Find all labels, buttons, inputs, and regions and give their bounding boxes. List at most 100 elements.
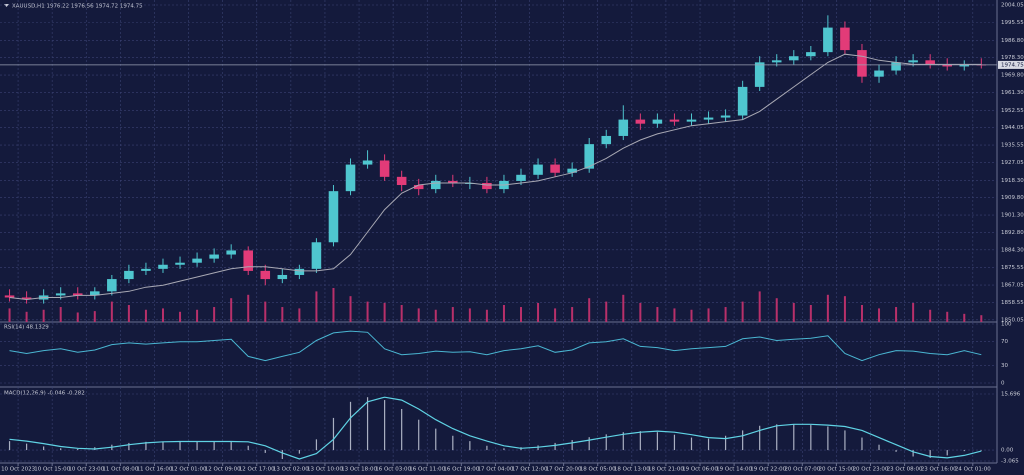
macd-histogram-bar	[912, 450, 914, 457]
candle-body	[277, 274, 288, 280]
candle-body	[601, 135, 612, 145]
macd-histogram-bar	[707, 438, 710, 451]
y-tick-label: 1944.05	[1001, 125, 1024, 131]
volume-bar	[400, 305, 403, 322]
y-tick-label: 1884.30	[1001, 247, 1024, 253]
candle-body	[703, 117, 714, 120]
volume-bar	[537, 302, 540, 322]
candle-body	[840, 27, 850, 51]
macd-histogram-bar	[264, 450, 266, 453]
y-tick-label: 1986.80	[1001, 38, 1024, 44]
x-tick-label: 18 Oct 21:00	[648, 467, 684, 473]
x-tick-label: 19 Oct 14:00	[716, 467, 752, 473]
x-tick-label: 23 Oct 08:00	[887, 467, 923, 473]
x-tick-label: 19 Oct 22:00	[750, 467, 786, 473]
macd-histogram-bar	[656, 432, 658, 451]
volume-bar	[963, 313, 966, 322]
macd-histogram-bar	[469, 441, 471, 451]
volume-bar	[179, 311, 182, 322]
macd-histogram-bar	[452, 435, 454, 451]
candle-body	[482, 182, 492, 190]
x-tick-label: 11 Oct 08:00	[102, 467, 138, 473]
macd-title: MACD(12,26,9) -0.046 -0.282	[4, 391, 85, 397]
volume-bar	[502, 305, 505, 322]
macd-histogram-bar	[435, 428, 437, 451]
macd-histogram-bar	[43, 446, 45, 451]
candle-body	[124, 270, 134, 280]
volume-bar	[980, 315, 983, 322]
macd-histogram-bar	[247, 445, 249, 451]
candle-body	[448, 180, 458, 183]
x-tick-label: 24 Oct 01:00	[955, 467, 991, 473]
volume-bar	[8, 308, 11, 322]
volume-bar	[366, 301, 369, 322]
candle-body	[754, 62, 765, 87]
candle-body	[652, 119, 663, 124]
y-tick-label: 1952.55	[1001, 108, 1024, 114]
candle-body	[584, 144, 594, 169]
volume-bar	[690, 309, 693, 322]
macd-histogram-bar	[145, 441, 147, 451]
rsi-line	[9, 330, 982, 362]
volume-bar	[895, 307, 898, 322]
candle-body	[771, 60, 782, 63]
candle-body	[226, 250, 236, 255]
macd-histogram-bar	[281, 450, 283, 459]
macd-histogram-bar	[963, 450, 965, 452]
macd-histogram-bar	[179, 441, 181, 451]
x-tick-label: 10 Oct 15:00	[34, 467, 70, 473]
macd-histogram-bar	[332, 417, 335, 451]
y-tick-label: 1969.80	[1001, 73, 1024, 79]
current-price-box	[998, 60, 1024, 69]
x-tick-label: 13 Oct 18:00	[341, 467, 377, 473]
volume-bar	[656, 307, 659, 322]
moving-average	[9, 53, 982, 301]
candle-body	[823, 27, 833, 53]
macd-histogram-bar	[349, 401, 352, 451]
macd-histogram-bar	[759, 425, 761, 451]
x-tick-label: 17 Oct 04:00	[478, 467, 514, 473]
rsi-title: RSI(14) 48.1329	[4, 325, 49, 331]
volume-bar	[724, 307, 727, 322]
volume-bar	[588, 298, 591, 322]
macd-histogram-bar	[60, 448, 62, 451]
macd-histogram-bar	[384, 400, 386, 451]
candle-body	[260, 270, 271, 280]
volume-bar	[792, 302, 795, 322]
y-tick-label: 1850.05	[1001, 317, 1024, 323]
volume-bar	[59, 307, 62, 322]
macd-histogram-bar	[213, 441, 215, 451]
y-tick-label: 1927.05	[1001, 160, 1024, 166]
macd-histogram-bar	[571, 440, 573, 451]
volume-bar	[843, 296, 846, 322]
y-tick-label: 1918.30	[1001, 178, 1024, 184]
candle-body	[430, 180, 441, 190]
candle-body	[567, 168, 577, 173]
candle-body	[55, 293, 66, 296]
macd-histogram-bar	[605, 434, 607, 451]
macd-histogram-bar	[128, 442, 130, 451]
candle-body	[72, 293, 83, 296]
candle-body	[396, 176, 407, 186]
volume-bar	[417, 308, 420, 322]
macd-histogram-bar	[230, 441, 232, 451]
volume-bar	[349, 296, 352, 322]
x-tick-label: 10 Oct 23:00	[68, 467, 104, 473]
y-tick-label: 1935.55	[1001, 143, 1024, 149]
volume-bar	[213, 307, 216, 322]
volume-bar	[878, 308, 881, 322]
candle-body	[345, 164, 356, 192]
y-tick-label: 0.00	[1001, 448, 1014, 454]
candle-body	[618, 119, 629, 136]
candle-body	[857, 50, 867, 77]
macd-histogram-bar	[878, 444, 880, 451]
y-tick-label: 1867.05	[1001, 283, 1024, 289]
macd-histogram-bar	[622, 432, 624, 451]
candle-body	[686, 119, 697, 122]
candle-body	[141, 268, 151, 271]
y-tick-label: 70	[1001, 339, 1008, 345]
y-tick-label: 1909.80	[1001, 195, 1024, 201]
y-tick-label: 1858.55	[1001, 300, 1024, 306]
volume-bar	[639, 302, 642, 322]
